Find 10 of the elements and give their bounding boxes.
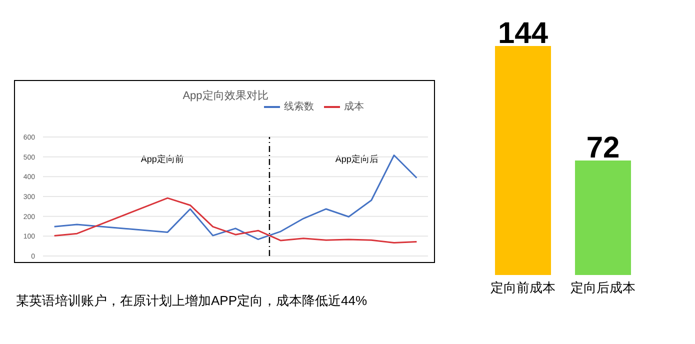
- legend-label: 成本: [344, 102, 364, 113]
- chart-title: App定向效果对比: [182, 88, 270, 103]
- x-tick-label: 定向后成本: [570, 280, 636, 296]
- legend-label: 线索数: [284, 102, 314, 113]
- line-series: [54, 154, 418, 240]
- line-series: [54, 197, 418, 244]
- data-label: 72: [586, 132, 620, 164]
- data-label: 144: [498, 17, 548, 50]
- x-tick-label: 定向前成本: [490, 280, 556, 296]
- text: 某英语培训账户，在原计划上增加APP定向，成本降低近44%: [16, 292, 368, 310]
